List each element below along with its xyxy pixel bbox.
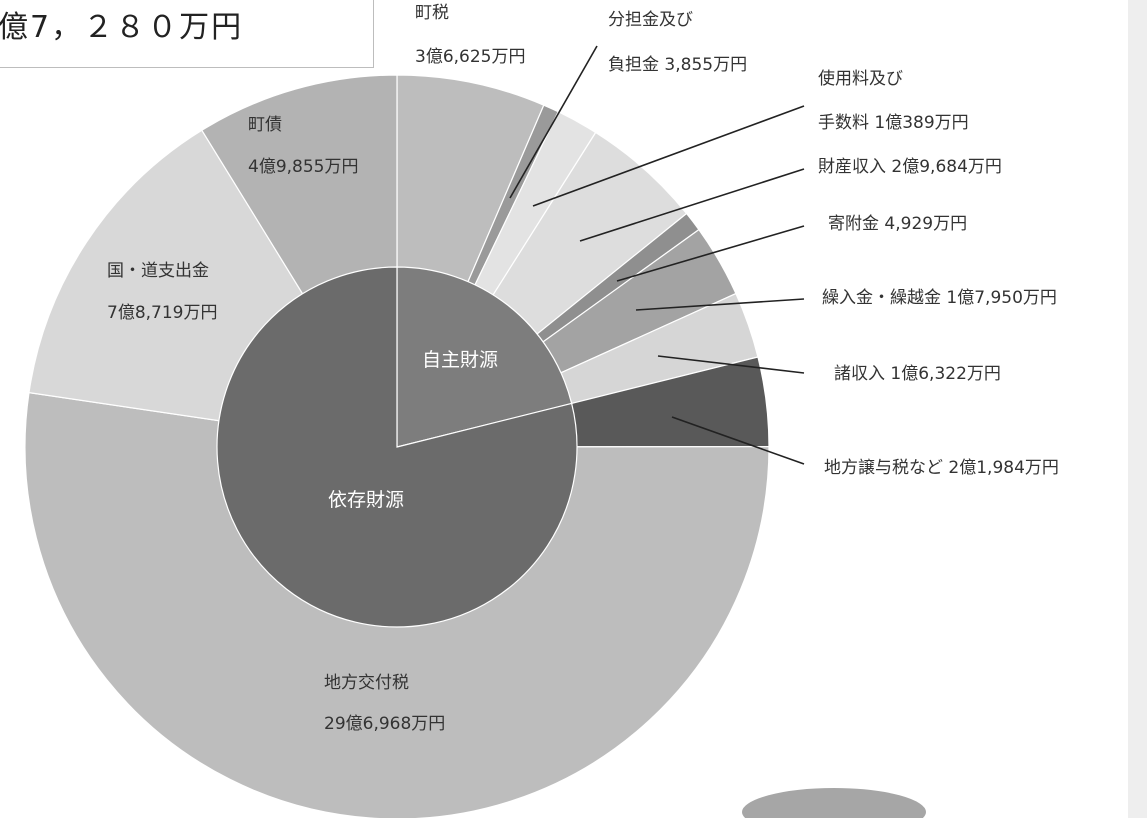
slice-label-jouyo: 地方譲与税など 2億1,984万円 bbox=[824, 458, 1059, 478]
leader-line-shiyoryo bbox=[532, 105, 805, 207]
slice-name-shiyoryo: 使用料及び bbox=[818, 68, 903, 89]
inner-label-dependent-revenue: 依存財源 bbox=[328, 489, 404, 511]
slice-label-shoshunyu: 諸収入 1億6,322万円 bbox=[834, 364, 1001, 384]
inner-slice-own-revenue bbox=[396, 266, 573, 448]
scrollbar-track[interactable] bbox=[1128, 0, 1147, 818]
inner-label-own-revenue: 自主財源 bbox=[422, 349, 498, 371]
slice-name-kokudo: 国・道支出金 bbox=[107, 261, 209, 281]
leader-line-shoshunyu bbox=[657, 355, 805, 374]
slice-value-town_tax: 3億6,625万円 bbox=[415, 47, 525, 67]
slice-label-zaisan: 財産収入 2億9,684万円 bbox=[818, 157, 1002, 177]
slice-value-bunkatsu: 負担金 3,855万円 bbox=[608, 55, 747, 75]
slice-value-shiyoryo: 手数料 1億389万円 bbox=[818, 113, 969, 133]
slice-value-kokudo: 7億8,719万円 bbox=[107, 303, 217, 323]
slice-name-kofu: 地方交付税 bbox=[324, 673, 409, 693]
slice-value-kofu: 29億6,968万円 bbox=[324, 714, 445, 734]
leader-line-jouyo bbox=[671, 416, 805, 465]
decorative-disc bbox=[740, 786, 928, 818]
slice-name-town_tax: 町税 bbox=[415, 3, 449, 23]
leader-line-bunkatsu bbox=[509, 45, 598, 199]
slice-name-bunkatsu: 分担金及び bbox=[608, 10, 693, 30]
inner-slice-dependent-revenue bbox=[216, 266, 578, 628]
leader-line-zaisan bbox=[579, 168, 805, 242]
decoration bbox=[740, 786, 928, 818]
slice-label-kifu: 寄附金 4,929万円 bbox=[828, 214, 967, 234]
slice-name-chosai: 町債 bbox=[248, 115, 282, 135]
leader-line-kurikoshi bbox=[635, 298, 805, 311]
total-amount-box: 億7，２８０万円 bbox=[0, 0, 374, 68]
slice-label-kurikoshi: 繰入金・繰越金 1億7,950万円 bbox=[822, 288, 1057, 308]
leader-lines bbox=[509, 45, 805, 465]
total-amount-label: 億7，２８０万円 bbox=[0, 10, 244, 45]
leader-line-kifu bbox=[616, 225, 805, 282]
slice-value-chosai: 4億9,855万円 bbox=[248, 157, 358, 177]
